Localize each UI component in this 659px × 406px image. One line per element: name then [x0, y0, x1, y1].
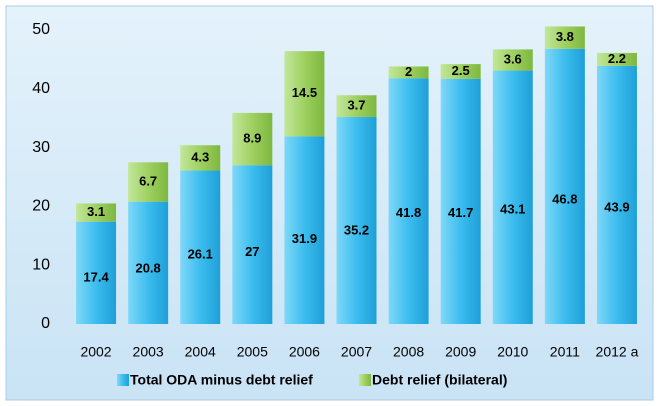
data-label: 4.3	[191, 149, 209, 164]
data-label: 43.9	[604, 199, 629, 214]
legend-label: Debt relief (bilateral)	[372, 372, 507, 388]
bar-segment	[544, 26, 585, 49]
data-label: 8.9	[243, 131, 261, 146]
legend-swatch	[117, 374, 129, 386]
x-tick-label: 2008	[393, 344, 424, 360]
bar-segment	[388, 66, 429, 79]
bar-segment	[284, 136, 325, 324]
legend-swatch	[359, 374, 371, 386]
data-label: 26.1	[188, 246, 213, 261]
y-tick-label: 30	[32, 139, 50, 156]
data-label: 2.2	[608, 51, 626, 66]
data-label: 27	[245, 244, 259, 259]
bar-segment	[284, 51, 325, 137]
data-label: 17.4	[83, 269, 109, 284]
x-tick-label: 2006	[289, 344, 320, 360]
x-tick-label: 2011	[550, 344, 580, 360]
x-tick-label: 2007	[341, 344, 372, 360]
data-label: 14.5	[292, 85, 317, 100]
x-tick-label: 2002	[80, 344, 111, 360]
x-tick-label: 2012 a	[596, 344, 639, 360]
bar-segment	[232, 112, 273, 166]
y-tick-label: 20	[32, 198, 50, 215]
bar-segment	[180, 145, 221, 171]
y-tick-label: 50	[32, 21, 50, 38]
x-tick-label: 2009	[445, 344, 476, 360]
x-tick-label: 2005	[237, 344, 268, 360]
data-label: 2.5	[452, 63, 470, 78]
bar-segment	[388, 78, 429, 324]
bar-segment	[128, 162, 169, 202]
data-label: 6.7	[139, 173, 157, 188]
bar-segment	[440, 64, 481, 79]
data-label: 35.2	[344, 222, 369, 237]
bar-segment	[128, 201, 169, 324]
bar-segment	[336, 95, 377, 118]
y-tick-label: 0	[41, 315, 50, 332]
data-label: 31.9	[292, 231, 317, 246]
bar-segment	[492, 70, 533, 325]
y-tick-label: 10	[32, 256, 50, 273]
y-tick-label: 40	[32, 80, 50, 97]
bar-segment	[596, 65, 637, 325]
bar-segment	[232, 165, 273, 324]
legend-label: Total ODA minus debt relief	[130, 372, 313, 388]
bar-segment	[440, 78, 481, 324]
data-label: 3.6	[504, 51, 522, 66]
data-label: 20.8	[135, 260, 160, 275]
bar-segment	[544, 48, 585, 324]
bar-segment	[596, 52, 637, 66]
data-label: 41.7	[448, 205, 473, 220]
data-label: 43.1	[500, 201, 525, 216]
x-tick-label: 2003	[133, 344, 164, 360]
x-tick-label: 2004	[185, 344, 216, 360]
bar-segment	[492, 49, 533, 71]
data-label: 3.8	[556, 29, 574, 44]
bar-segment	[76, 221, 117, 324]
data-label: 41.8	[396, 205, 421, 220]
bar-segment	[76, 203, 117, 222]
data-label: 3.7	[347, 98, 365, 113]
bar-segment	[336, 117, 377, 324]
bar-segment	[180, 170, 221, 324]
data-label: 2	[405, 64, 412, 79]
data-label: 46.8	[552, 192, 577, 207]
x-tick-label: 2010	[497, 344, 528, 360]
data-label: 3.1	[87, 204, 105, 219]
